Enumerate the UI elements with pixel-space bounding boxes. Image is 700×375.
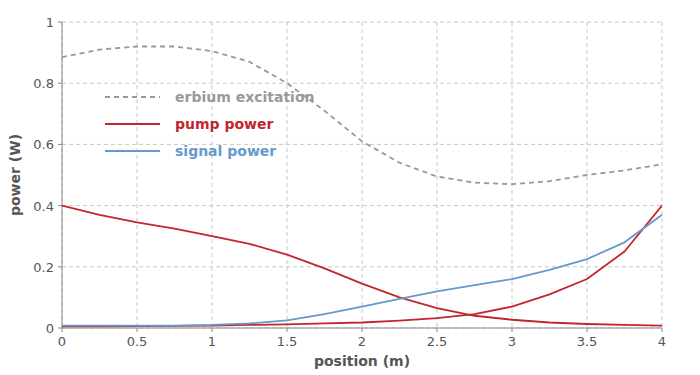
y-grid-line <box>62 83 662 84</box>
series-line <box>62 206 662 327</box>
series-lines <box>62 46 662 326</box>
x-axis-title: position (m) <box>314 353 410 369</box>
x-grid-line <box>662 22 663 328</box>
x-tick-label: 3 <box>508 334 516 349</box>
x-tick-label: 4 <box>658 334 666 349</box>
x-tick-label: 0 <box>58 334 66 349</box>
x-tick <box>62 328 63 332</box>
legend-label: signal power <box>175 143 276 159</box>
legend-label: pump power <box>175 116 274 132</box>
x-tick-label: 1.5 <box>277 334 298 349</box>
y-tick <box>58 144 62 145</box>
x-grid-line <box>287 22 288 328</box>
y-tick-label: 0.4 <box>33 199 54 214</box>
x-tick-label: 1 <box>208 334 216 349</box>
x-grid-line <box>362 22 363 328</box>
x-grid-line <box>512 22 513 328</box>
y-grid-line <box>62 328 662 329</box>
x-grid-line <box>212 22 213 328</box>
x-tick-label: 0.5 <box>127 334 148 349</box>
legend-swatch <box>105 150 160 152</box>
y-tick-label: 0.6 <box>33 137 54 152</box>
y-tick-label: 0.8 <box>33 76 54 91</box>
x-axis <box>62 328 662 329</box>
x-tick <box>662 328 663 332</box>
y-tick <box>58 22 62 23</box>
x-tick <box>587 328 588 332</box>
y-grid-line <box>62 205 662 206</box>
y-grid-line <box>62 22 662 23</box>
x-tick <box>512 328 513 332</box>
y-grid-line <box>62 144 662 145</box>
x-tick-label: 3.5 <box>577 334 598 349</box>
y-tick-label: 0 <box>46 321 54 336</box>
legend-swatch <box>105 123 160 125</box>
x-grid-line <box>137 22 138 328</box>
x-tick <box>437 328 438 332</box>
x-grid-line <box>437 22 438 328</box>
chart: 0 0.5 1 1.5 2 2.5 3 3.5 4 0 0.2 0.4 0.6 0.8 1 position … <box>0 0 700 375</box>
y-tick <box>58 328 62 329</box>
series-line <box>62 46 662 184</box>
y-grid-line <box>62 266 662 267</box>
legend-label: erbium excitation <box>175 89 315 105</box>
grid <box>58 22 662 332</box>
y-axis-title: power (W) <box>7 134 23 216</box>
y-tick <box>58 83 62 84</box>
y-tick <box>58 205 62 206</box>
series-line <box>62 215 662 326</box>
x-tick <box>137 328 138 332</box>
y-axis <box>62 22 63 328</box>
x-tick <box>212 328 213 332</box>
series-line <box>62 206 662 326</box>
y-tick <box>58 266 62 267</box>
legend-swatch <box>105 96 160 98</box>
y-tick-label: 1 <box>46 15 54 30</box>
x-tick-label: 2 <box>358 334 366 349</box>
x-grid-line <box>62 22 63 328</box>
legend: erbium excitation pump power signal power <box>105 89 315 159</box>
x-tick-label: 2.5 <box>427 334 448 349</box>
x-tick <box>362 328 363 332</box>
x-tick <box>287 328 288 332</box>
y-tick-label: 0.2 <box>33 260 54 275</box>
